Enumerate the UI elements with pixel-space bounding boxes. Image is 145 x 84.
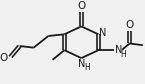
Text: N: N — [115, 45, 123, 55]
Text: O: O — [77, 1, 86, 11]
Text: H: H — [84, 63, 90, 72]
Text: N: N — [78, 59, 85, 69]
Text: H: H — [120, 50, 126, 59]
Text: N: N — [99, 28, 106, 38]
Text: O: O — [0, 53, 8, 63]
Text: O: O — [125, 20, 134, 30]
